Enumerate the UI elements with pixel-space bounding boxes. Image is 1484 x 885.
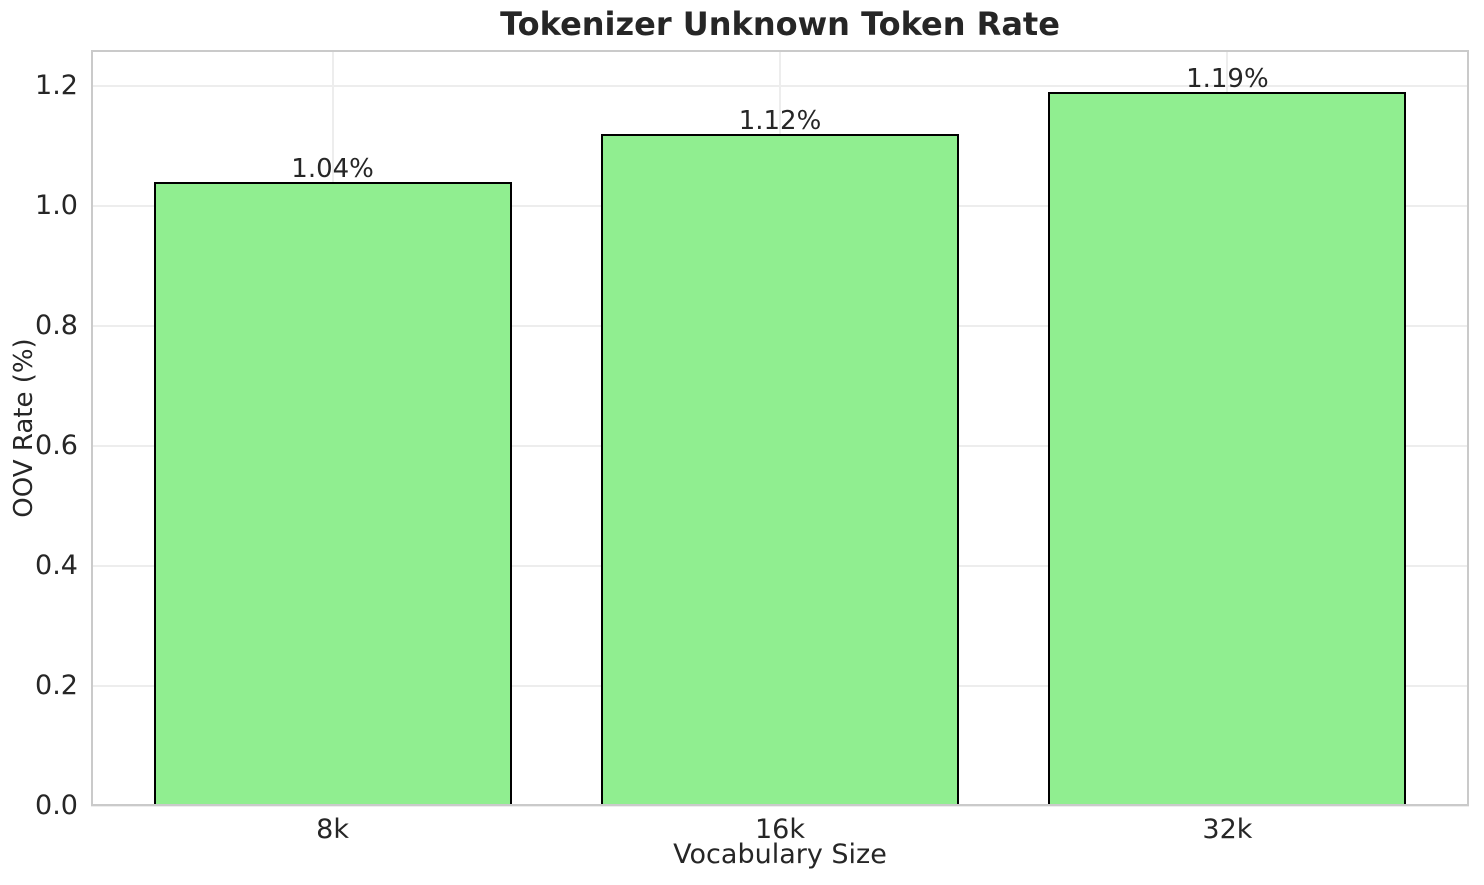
y-tick-label: 0.4	[35, 550, 78, 581]
y-tick-label: 0.6	[35, 430, 78, 461]
x-tick-label: 16k	[755, 814, 805, 845]
y-axis-title: OOV Rate (%)	[9, 338, 39, 518]
y-tick-label: 1.0	[35, 190, 78, 221]
bar-16k	[601, 134, 959, 806]
y-tick-label: 0.0	[35, 790, 78, 821]
y-tick-label: 0.8	[35, 310, 78, 341]
bar-value-label: 1.12%	[738, 106, 822, 136]
chart-title: Tokenizer Unknown Token Rate	[500, 5, 1060, 43]
y-gridline	[91, 805, 1469, 807]
x-tick-label: 32k	[1202, 814, 1253, 845]
y-tick-label: 0.2	[35, 670, 78, 701]
plot-area	[91, 50, 1469, 807]
bar-8k	[153, 182, 512, 806]
axes-spines	[91, 50, 1469, 806]
y-tick-label: 1.2	[35, 70, 78, 101]
bar-value-label: 1.19%	[1186, 64, 1269, 94]
x-axis-title: Vocabulary Size	[673, 839, 887, 870]
x-tick-label: 8k	[316, 814, 349, 845]
bar-32k	[1048, 92, 1407, 806]
bar-value-label: 1.04%	[291, 154, 374, 184]
